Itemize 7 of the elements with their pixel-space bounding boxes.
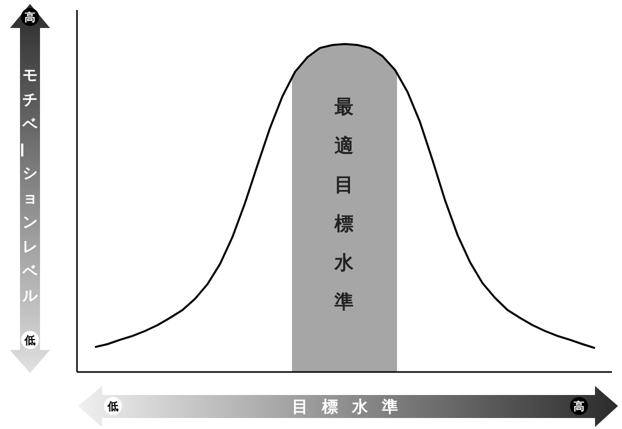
text: 高 xyxy=(574,400,584,413)
text: 高 xyxy=(24,11,36,24)
text: 低 xyxy=(106,400,118,413)
annotation: 最適目標水準 xyxy=(334,96,354,313)
x-axis-title: 目標水準 xyxy=(292,397,412,416)
text: 低 xyxy=(24,334,36,347)
text: モチベーションレベル xyxy=(12,66,38,304)
